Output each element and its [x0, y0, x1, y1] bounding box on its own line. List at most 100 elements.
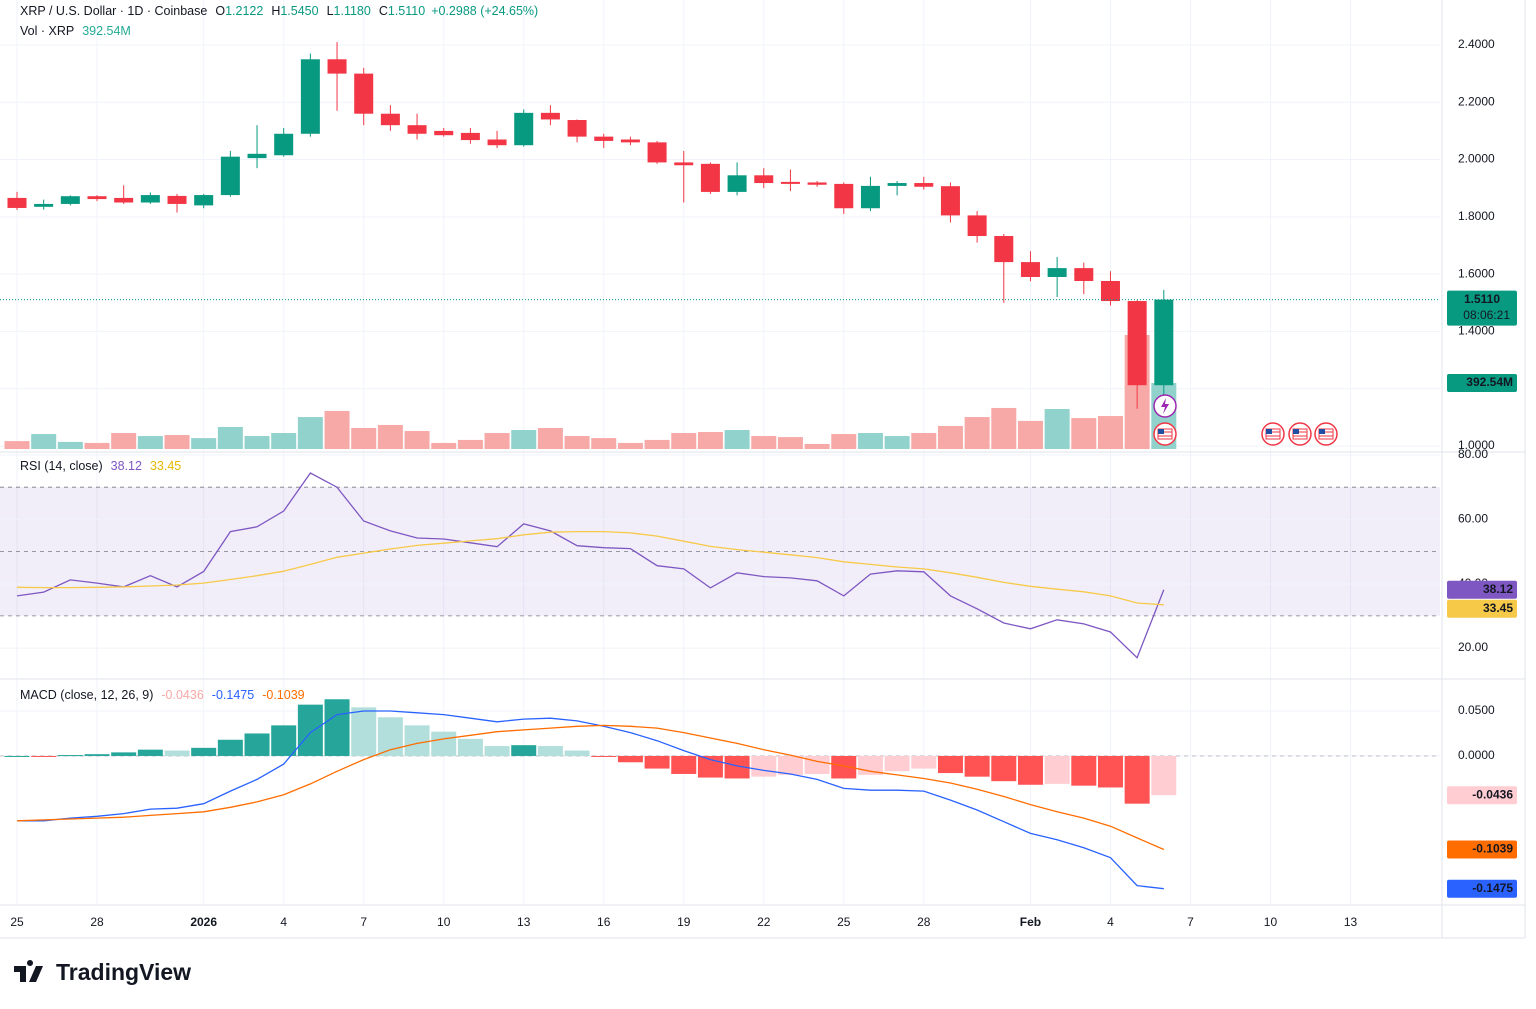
line-series — [17, 710, 1164, 890]
candle-body — [1154, 299, 1174, 386]
rsi-title: RSI (14, close) — [20, 459, 103, 473]
macd-badge-bg — [1447, 879, 1517, 898]
volume-bar — [617, 442, 643, 449]
candle-body — [354, 73, 374, 114]
macd-histogram-bar — [564, 750, 590, 756]
macd-histogram-bar — [804, 755, 830, 774]
candle-body — [540, 112, 560, 120]
volume-bar — [1044, 408, 1070, 449]
macd-histogram-bar — [31, 755, 57, 757]
volume-bar — [137, 436, 163, 449]
candle-body — [1127, 301, 1147, 386]
volume-bar — [911, 433, 937, 449]
flag-icon[interactable] — [1288, 422, 1312, 446]
volume-bar — [111, 433, 137, 449]
ohlc-key: C — [379, 4, 388, 18]
volume-bar — [351, 427, 377, 449]
macd-title: MACD (close, 12, 26, 9) — [20, 688, 153, 702]
macd-histogram-bar — [537, 746, 563, 756]
flag-icons[interactable] — [1153, 422, 1338, 446]
y-tick-label: 2.4000 — [1458, 37, 1495, 51]
candle-body — [380, 113, 400, 126]
symbol-title: XRP / U.S. Dollar · 1D · Coinbase — [20, 4, 207, 18]
volume-bar — [831, 434, 857, 449]
candle-body — [674, 162, 694, 166]
candle-body — [994, 236, 1014, 263]
ohlc-value: 1.5450 — [280, 4, 318, 18]
macd-badge: -0.1475 — [1472, 881, 1513, 895]
ohlc-value: 1.5110 — [388, 4, 425, 18]
macd-badge: -0.0436 — [1472, 787, 1513, 801]
volume-bar — [991, 407, 1017, 449]
volume-bar — [457, 439, 483, 449]
volume-bar — [964, 417, 990, 449]
macd-histogram-bar — [111, 752, 137, 756]
y-tick-label: 60.00 — [1458, 512, 1488, 526]
candle-body — [1074, 268, 1094, 281]
volume-value: 392.54M — [82, 24, 131, 38]
macd-histogram-bar — [937, 755, 963, 774]
price-change: +0.2988 (+24.65%) — [431, 4, 538, 18]
y-tick-label: 0.0500 — [1458, 703, 1495, 717]
macd-hist-value: -0.0436 — [161, 688, 203, 702]
macd-histogram-bar — [1017, 755, 1043, 785]
volume-bar — [751, 436, 777, 449]
macd-histogram-bar — [644, 755, 670, 769]
event-icons[interactable] — [1153, 394, 1338, 446]
macd-histogram-bar — [351, 707, 377, 756]
volume-bar — [191, 438, 217, 449]
macd-badge-bg — [1447, 786, 1517, 805]
x-tick-label: 25 — [837, 915, 851, 929]
candle-body — [460, 132, 480, 141]
volume-bar — [511, 430, 537, 449]
candle-body — [567, 120, 587, 137]
flag-icon[interactable] — [1153, 422, 1177, 446]
flag-icon[interactable] — [1314, 422, 1338, 446]
x-tick-label: 19 — [677, 915, 691, 929]
volume-bar — [884, 436, 910, 449]
x-tick-label: 4 — [280, 915, 287, 929]
macd-value: -0.1475 — [212, 688, 254, 702]
flag-icon[interactable] — [1261, 422, 1285, 446]
macd-badge-bg — [1447, 840, 1517, 859]
price-legend: XRP / U.S. Dollar · 1D · Coinbase O1.2122… — [20, 4, 538, 18]
volume-bar — [1017, 420, 1043, 449]
candle-body — [220, 156, 240, 196]
candle-body — [967, 215, 987, 237]
candle-body — [754, 175, 774, 184]
macd-histogram-bar — [1044, 755, 1070, 784]
candle-body — [727, 175, 747, 192]
candle-body — [1020, 262, 1040, 277]
logo: TradingView — [14, 959, 191, 985]
macd-histogram-bar — [244, 733, 270, 756]
last-price-label: 1.5110 — [1464, 292, 1500, 306]
line-series — [16, 530, 1164, 606]
candle-body — [780, 181, 800, 184]
line-series — [16, 724, 1165, 851]
volume-title: Vol · XRP — [20, 24, 74, 38]
macd-histogram-bar — [591, 755, 617, 757]
rsi-badge: 38.12 — [1483, 582, 1513, 596]
candle-body — [700, 163, 720, 192]
volume-badge: 392.54M — [1466, 375, 1513, 389]
macd-histogram-bar — [431, 731, 457, 756]
macd-histogram-bar — [884, 755, 910, 772]
x-tick-label: 28 — [90, 915, 104, 929]
volume-bar — [431, 442, 457, 449]
volume-bar — [217, 426, 243, 449]
volume-legend: Vol · XRP 392.54M — [20, 24, 131, 38]
candle-body — [1100, 280, 1120, 302]
macd-histogram-bar — [777, 755, 803, 775]
volume-bar — [591, 438, 617, 449]
line-series — [16, 472, 1165, 659]
rsi-badge: 33.45 — [1483, 601, 1513, 615]
volume-bar — [1097, 416, 1123, 449]
rsi-badge-bg — [1447, 580, 1517, 599]
candle-body — [140, 195, 160, 203]
volume-bar — [244, 436, 270, 449]
rsi-value: 38.12 — [111, 459, 142, 473]
macd-badge: -0.1039 — [1472, 842, 1513, 856]
macd-histogram-bar — [964, 755, 990, 777]
candle-body — [860, 185, 880, 209]
